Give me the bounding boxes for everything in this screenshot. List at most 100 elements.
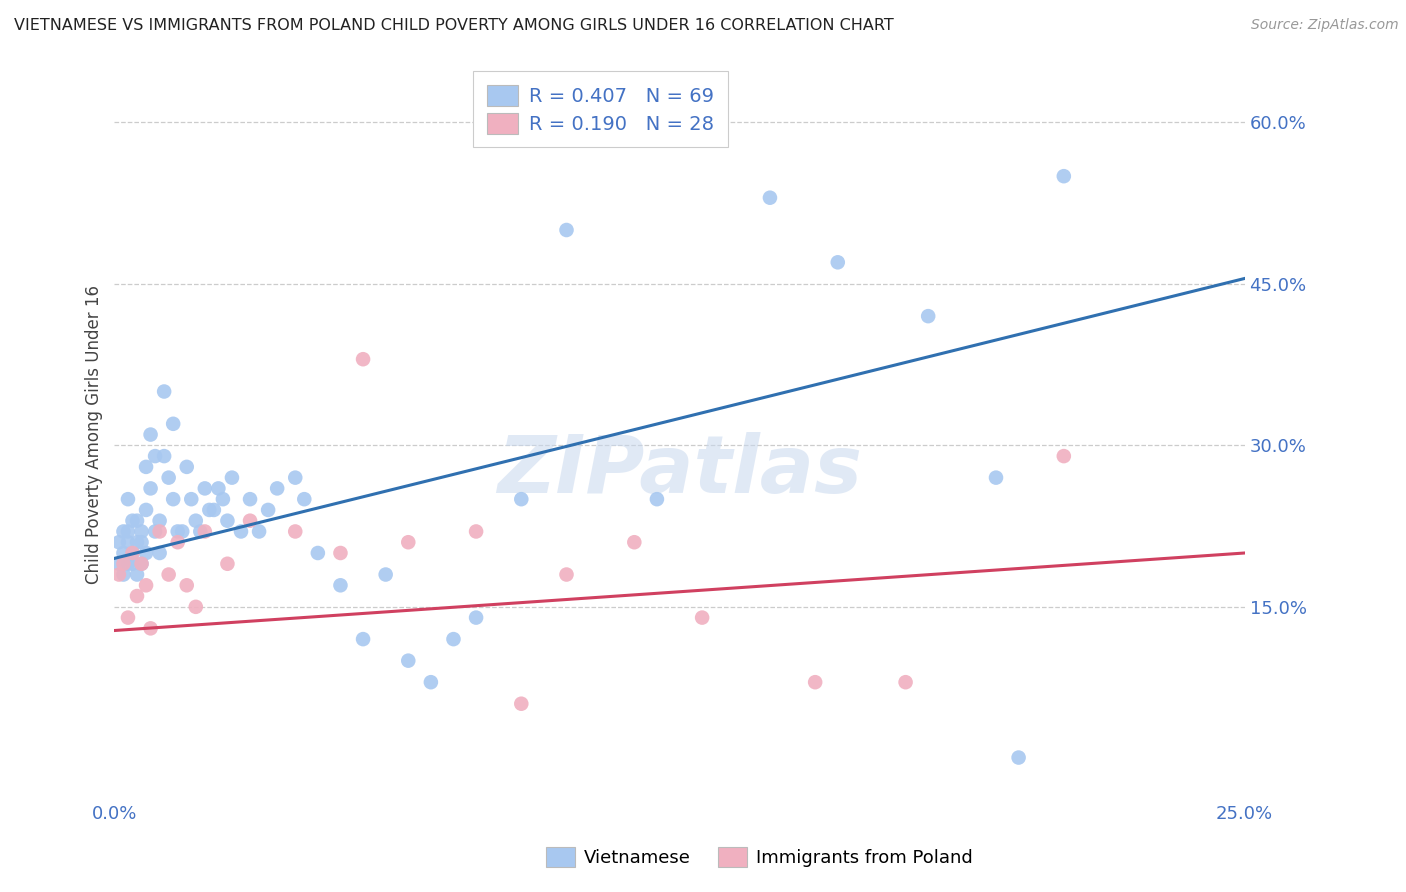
Point xyxy=(284,470,307,484)
Point xyxy=(117,492,139,507)
Point xyxy=(157,470,180,484)
Text: VIETNAMESE VS IMMIGRANTS FROM POLAND CHILD POVERTY AMONG GIRLS UNDER 16 CORRELAT: VIETNAMESE VS IMMIGRANTS FROM POLAND CHI… xyxy=(14,18,894,33)
Point xyxy=(690,610,713,624)
Point xyxy=(555,567,578,582)
Point xyxy=(759,191,782,205)
Point xyxy=(202,503,225,517)
Text: Source: ZipAtlas.com: Source: ZipAtlas.com xyxy=(1251,18,1399,32)
Point xyxy=(217,514,239,528)
Point xyxy=(396,535,419,549)
Point xyxy=(117,524,139,539)
Point xyxy=(139,621,162,635)
Point xyxy=(1053,449,1076,463)
Point xyxy=(827,255,849,269)
Point xyxy=(292,492,315,507)
Point xyxy=(108,567,131,582)
Point xyxy=(112,567,135,582)
Point xyxy=(419,675,441,690)
Point xyxy=(125,514,148,528)
Point xyxy=(143,524,166,539)
Point xyxy=(284,524,307,539)
Legend: Vietnamese, Immigrants from Poland: Vietnamese, Immigrants from Poland xyxy=(538,839,980,874)
Point xyxy=(176,459,198,474)
Point xyxy=(212,492,235,507)
Point xyxy=(153,384,176,399)
Point xyxy=(894,675,917,690)
Point xyxy=(125,535,148,549)
Point xyxy=(117,610,139,624)
Point xyxy=(135,546,157,560)
Point xyxy=(247,524,270,539)
Point xyxy=(135,459,157,474)
Point xyxy=(917,309,939,323)
Point xyxy=(184,514,207,528)
Point xyxy=(207,482,229,496)
Point xyxy=(143,449,166,463)
Point xyxy=(149,524,172,539)
Point xyxy=(510,697,533,711)
Point xyxy=(510,492,533,507)
Point xyxy=(131,557,153,571)
Point xyxy=(184,599,207,614)
Point xyxy=(239,514,262,528)
Point xyxy=(465,524,488,539)
Point xyxy=(108,557,131,571)
Point xyxy=(329,546,352,560)
Point xyxy=(166,524,188,539)
Point xyxy=(188,524,211,539)
Point xyxy=(117,535,139,549)
Point xyxy=(198,503,221,517)
Point xyxy=(176,578,198,592)
Point xyxy=(139,482,162,496)
Point xyxy=(229,524,252,539)
Point xyxy=(121,514,143,528)
Point xyxy=(153,449,176,463)
Point xyxy=(149,514,172,528)
Point xyxy=(374,567,396,582)
Point xyxy=(162,417,184,431)
Point xyxy=(465,610,488,624)
Point xyxy=(623,535,645,549)
Point xyxy=(396,654,419,668)
Point xyxy=(804,675,827,690)
Point xyxy=(125,589,148,603)
Text: ZIPatlas: ZIPatlas xyxy=(498,433,862,510)
Point xyxy=(157,567,180,582)
Point xyxy=(131,524,153,539)
Point xyxy=(984,470,1007,484)
Point xyxy=(121,546,143,560)
Point xyxy=(117,557,139,571)
Point xyxy=(166,535,188,549)
Point xyxy=(555,223,578,237)
Point xyxy=(194,482,217,496)
Point xyxy=(149,546,172,560)
Y-axis label: Child Poverty Among Girls Under 16: Child Poverty Among Girls Under 16 xyxy=(86,285,103,584)
Point xyxy=(645,492,668,507)
Point xyxy=(329,578,352,592)
Point xyxy=(108,535,131,549)
Point xyxy=(139,427,162,442)
Point xyxy=(266,482,288,496)
Point xyxy=(352,352,374,367)
Point xyxy=(162,492,184,507)
Point xyxy=(172,524,194,539)
Point xyxy=(125,567,148,582)
Point xyxy=(194,524,217,539)
Point xyxy=(239,492,262,507)
Point xyxy=(131,535,153,549)
Point xyxy=(180,492,202,507)
Point xyxy=(135,503,157,517)
Point xyxy=(217,557,239,571)
Point xyxy=(131,557,153,571)
Point xyxy=(112,557,135,571)
Point xyxy=(1053,169,1076,184)
Point xyxy=(121,557,143,571)
Point xyxy=(135,578,157,592)
Point xyxy=(1007,750,1029,764)
Point xyxy=(443,632,465,647)
Point xyxy=(112,546,135,560)
Point xyxy=(352,632,374,647)
Legend: R = 0.407   N = 69, R = 0.190   N = 28: R = 0.407 N = 69, R = 0.190 N = 28 xyxy=(472,71,728,147)
Point xyxy=(112,524,135,539)
Point xyxy=(221,470,243,484)
